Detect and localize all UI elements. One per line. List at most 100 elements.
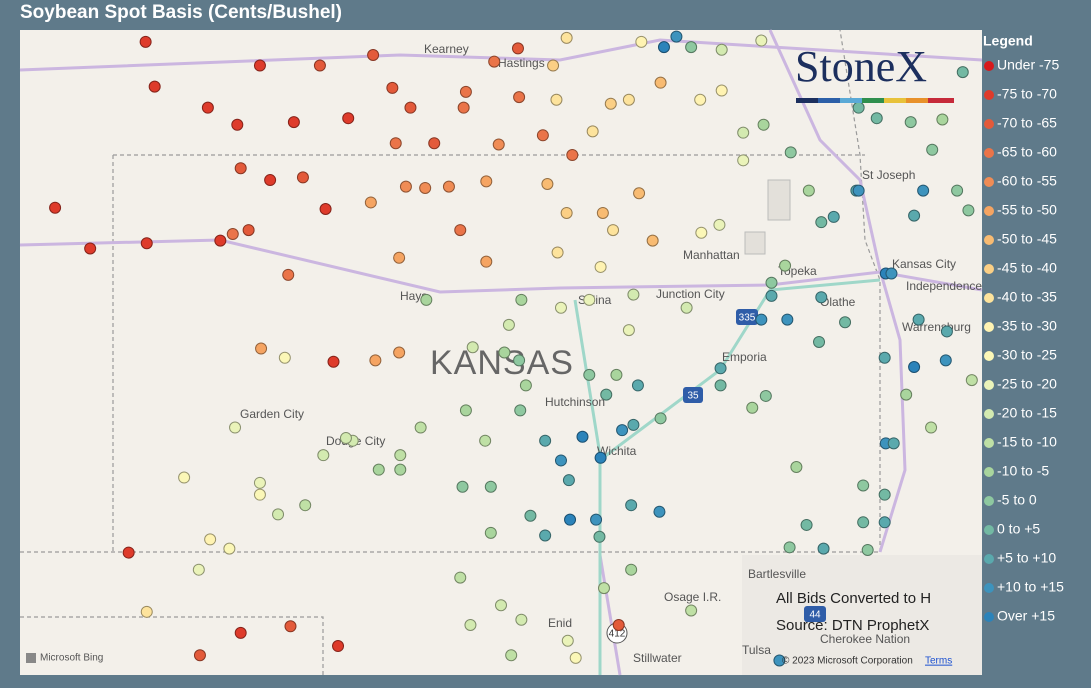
terms-link[interactable]: Terms — [925, 656, 952, 667]
note: Source: DTN ProphetX — [776, 617, 929, 634]
station — [264, 174, 277, 187]
station — [394, 463, 407, 476]
station — [815, 216, 828, 229]
legend-swatch — [984, 554, 994, 564]
place-label: Tulsa — [742, 643, 771, 657]
station — [635, 35, 648, 48]
logo-bar — [928, 98, 954, 103]
station — [140, 237, 153, 250]
station — [122, 546, 135, 559]
station — [755, 313, 768, 326]
station — [561, 634, 574, 647]
station — [610, 368, 623, 381]
station — [600, 388, 613, 401]
station — [715, 84, 728, 97]
place-label: Garden City — [240, 407, 304, 421]
station — [140, 605, 153, 618]
station — [454, 571, 467, 584]
station — [616, 424, 629, 437]
station — [178, 471, 191, 484]
legend-swatch — [984, 525, 994, 535]
legend-label: +10 to +15 — [997, 579, 1064, 595]
road — [598, 554, 622, 676]
legend-swatch — [984, 467, 994, 477]
station — [657, 41, 670, 54]
station — [459, 85, 472, 98]
legend-swatch — [984, 61, 994, 71]
station — [229, 421, 242, 434]
station — [204, 533, 217, 546]
station — [746, 401, 759, 414]
shield-label: 412 — [609, 629, 626, 640]
station — [857, 516, 870, 529]
legend-label: -50 to -45 — [997, 231, 1057, 247]
station — [284, 620, 297, 633]
station — [492, 138, 505, 151]
place-label: Hutchinson — [545, 395, 605, 409]
station — [372, 463, 385, 476]
station — [576, 430, 589, 443]
station — [551, 246, 564, 259]
station — [714, 379, 727, 392]
station — [917, 184, 930, 197]
shield-label: 35 — [687, 391, 699, 402]
legend-label: -20 to -15 — [997, 405, 1057, 421]
station — [802, 184, 815, 197]
station — [414, 421, 427, 434]
logo-bar — [862, 98, 884, 103]
legend-label: Over +15 — [997, 608, 1055, 624]
legend-swatch — [984, 206, 994, 216]
station — [857, 479, 870, 492]
legend-swatch — [984, 90, 994, 100]
station — [339, 432, 352, 445]
legend-swatch — [984, 322, 994, 332]
station — [459, 404, 472, 417]
station — [755, 34, 768, 47]
station — [317, 449, 330, 462]
logo-text: StoneX — [795, 42, 927, 91]
station — [783, 541, 796, 554]
logo: StoneX — [795, 42, 954, 103]
copyright: © 2023 Microsoft Corporation — [782, 656, 913, 667]
station — [583, 293, 596, 306]
place-label: Independence — [906, 279, 982, 293]
station — [255, 342, 268, 355]
station — [554, 301, 567, 314]
legend-swatch — [984, 264, 994, 274]
station — [790, 461, 803, 474]
station — [625, 499, 638, 512]
station — [590, 513, 603, 526]
station — [852, 101, 865, 114]
station — [547, 59, 560, 72]
station — [597, 582, 610, 595]
place-label: Junction City — [656, 287, 725, 301]
station — [622, 93, 635, 106]
station — [539, 529, 552, 542]
legend-swatch — [984, 235, 994, 245]
station — [457, 101, 470, 114]
legend-swatch — [984, 351, 994, 361]
legend-swatch — [984, 583, 994, 593]
station — [939, 354, 952, 367]
station — [192, 563, 205, 576]
station — [759, 389, 772, 402]
station — [242, 224, 255, 237]
station — [670, 30, 683, 43]
station — [299, 499, 312, 512]
station — [511, 42, 524, 55]
title: Soybean Spot Basis (Cents/Bushel) — [20, 2, 342, 23]
station — [861, 543, 874, 556]
station — [327, 355, 340, 368]
station — [539, 434, 552, 447]
place-label: Kansas City — [892, 257, 956, 271]
station — [442, 180, 455, 193]
station — [484, 526, 497, 539]
station — [515, 613, 528, 626]
station — [569, 651, 582, 664]
station — [737, 154, 750, 167]
station — [234, 162, 247, 175]
logo-bar — [840, 98, 862, 103]
station — [878, 488, 891, 501]
legend-label: +5 to +10 — [997, 550, 1056, 566]
station — [633, 187, 646, 200]
